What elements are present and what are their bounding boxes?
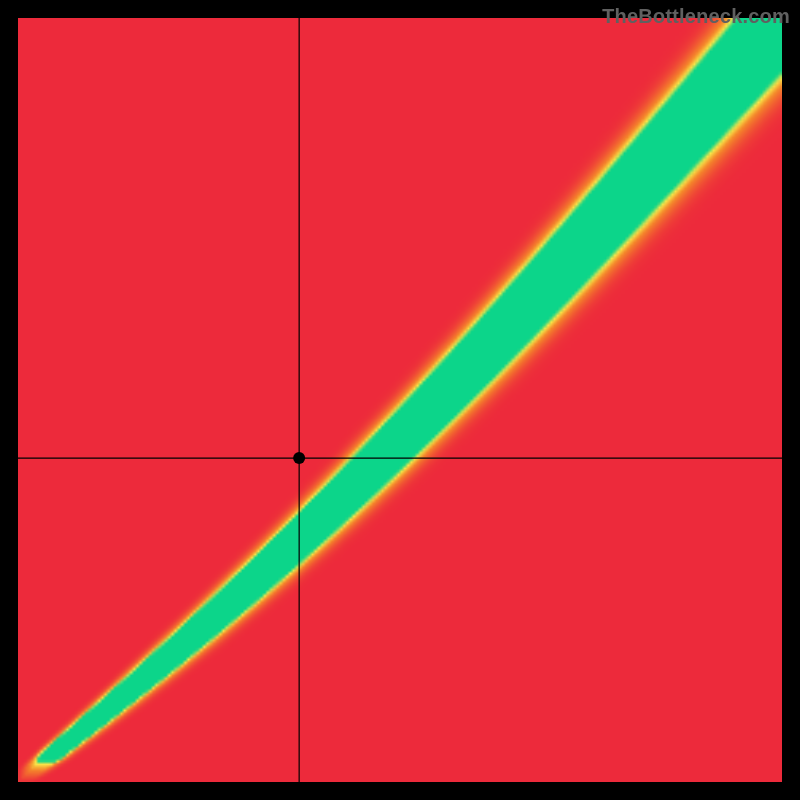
chart-container: TheBottleneck.com: [0, 0, 800, 800]
watermark-text: TheBottleneck.com: [602, 6, 790, 29]
heatmap-canvas: [0, 0, 800, 800]
